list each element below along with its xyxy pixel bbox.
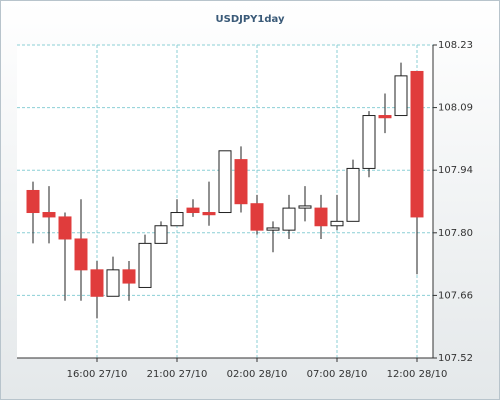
x-tick-label: 16:00 27/10	[67, 369, 128, 380]
candle-body	[106, 269, 120, 297]
candle-body	[298, 205, 312, 209]
y-tick-label: 108.23	[438, 40, 473, 51]
candle-body	[170, 212, 184, 227]
y-tick-label: 107.80	[438, 228, 473, 239]
candle-body	[314, 207, 328, 227]
x-tick-label: 02:00 28/10	[227, 369, 288, 380]
candle-body	[410, 70, 424, 218]
candle-body	[234, 159, 248, 205]
candle-body	[90, 269, 104, 297]
candle-body	[346, 167, 360, 222]
y-tick-label: 107.66	[438, 290, 473, 301]
candle-body	[250, 203, 264, 231]
x-tick-label: 12:00 28/10	[387, 369, 448, 380]
candle-body	[378, 115, 392, 119]
candle-body	[266, 227, 280, 231]
candle-body	[122, 269, 136, 284]
candle-body	[186, 207, 200, 214]
candle-body	[138, 242, 152, 288]
candle-body	[58, 216, 72, 240]
candle-body	[282, 207, 296, 231]
y-tick-label: 107.52	[438, 353, 473, 364]
candle-body	[330, 220, 344, 227]
candle-body	[362, 115, 376, 169]
candle-body	[394, 75, 408, 117]
candle-body	[202, 212, 216, 216]
y-tick-label: 107.94	[438, 165, 473, 176]
x-tick-label: 07:00 28/10	[307, 369, 368, 380]
candle-body	[154, 225, 168, 244]
candle-body	[26, 189, 40, 214]
candle-body	[42, 212, 56, 218]
candle-body	[218, 150, 232, 214]
y-tick-label: 108.09	[438, 103, 473, 114]
candle-body	[74, 238, 88, 271]
x-tick-label: 21:00 27/10	[147, 369, 208, 380]
chart-title: USDJPY1day	[216, 14, 285, 25]
